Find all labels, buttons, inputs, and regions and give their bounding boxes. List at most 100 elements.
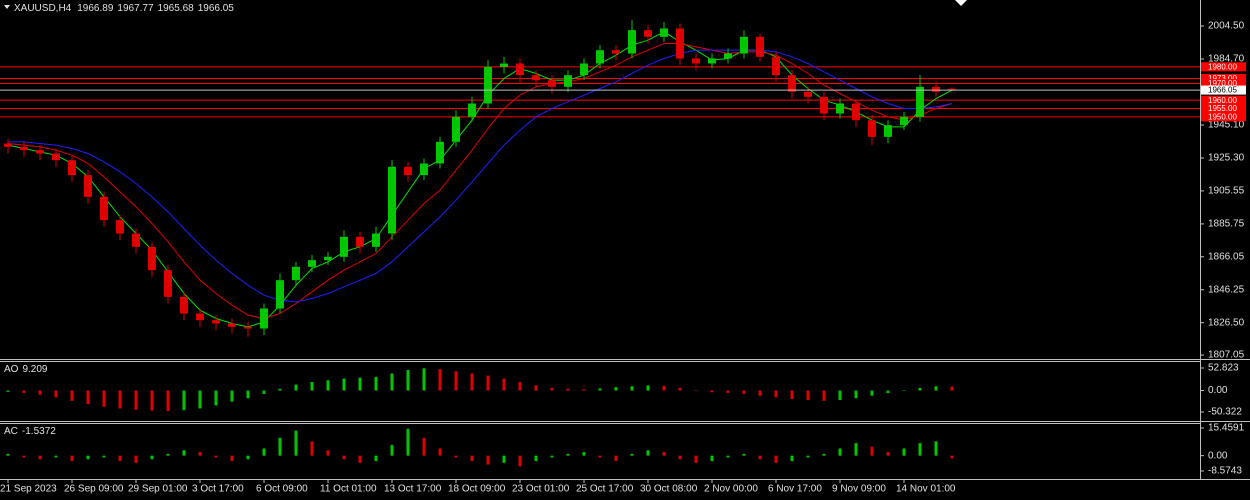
candle-body xyxy=(516,63,524,76)
y-tick-label: -50.322 xyxy=(1208,407,1242,418)
histogram-bar xyxy=(198,452,202,456)
level-label: 1950.00 xyxy=(1208,112,1237,121)
histogram-bar xyxy=(262,448,266,456)
candle-body xyxy=(340,236,348,257)
histogram-bar xyxy=(742,453,746,456)
candle-body xyxy=(196,313,204,321)
histogram-bar xyxy=(150,455,154,460)
histogram-bar xyxy=(70,390,74,401)
candle-body xyxy=(788,75,796,92)
histogram-bar xyxy=(854,443,858,456)
candle-body xyxy=(468,103,476,117)
y-tick-label: 1866.05 xyxy=(1208,251,1245,262)
y-tick-label: 0.00 xyxy=(1208,450,1228,461)
candle-body xyxy=(660,28,668,37)
histogram-bar xyxy=(646,385,650,391)
candle-body xyxy=(580,63,588,76)
histogram-bar xyxy=(630,386,634,391)
histogram-bar xyxy=(934,441,938,456)
histogram-bar xyxy=(438,448,442,456)
y-tick-label: 0.00 xyxy=(1208,385,1228,396)
histogram-bar xyxy=(534,385,538,391)
candle-body xyxy=(740,36,748,54)
histogram-bar xyxy=(870,446,874,456)
candle-body xyxy=(484,66,492,104)
candle-body xyxy=(532,75,540,81)
candle-body xyxy=(276,280,284,309)
symbol: XAUUSD,H4 xyxy=(14,3,72,14)
histogram-bar xyxy=(838,448,842,456)
candle-body xyxy=(132,233,140,247)
histogram-bar xyxy=(822,453,826,456)
histogram-bar xyxy=(774,390,778,398)
histogram-bar xyxy=(118,455,122,462)
histogram-bar xyxy=(246,390,250,399)
high: 1967.77 xyxy=(117,3,154,14)
x-tick-label: 9 Nov 09:00 xyxy=(832,484,886,495)
histogram-bar xyxy=(406,428,410,456)
candle-body xyxy=(932,86,940,92)
candle-body xyxy=(100,196,108,221)
level-label: 1960.00 xyxy=(1208,96,1237,105)
candle-body xyxy=(116,220,124,234)
histogram-bar xyxy=(422,368,426,391)
x-tick-label: 18 Oct 09:00 xyxy=(448,484,506,495)
y-tick-label: 1807.05 xyxy=(1208,350,1245,361)
histogram-bar xyxy=(486,375,490,391)
histogram-bar xyxy=(630,453,634,456)
histogram-bar xyxy=(758,455,762,460)
menu-arrow[interactable] xyxy=(4,5,10,9)
histogram-bar xyxy=(614,387,618,391)
candle-body xyxy=(52,153,60,161)
close: 1966.05 xyxy=(198,3,235,14)
histogram-bar xyxy=(86,390,90,405)
low: 1965.68 xyxy=(158,3,195,14)
histogram-bar xyxy=(342,455,346,460)
ac-header: AC -1.5372 xyxy=(4,426,56,437)
histogram-bar xyxy=(102,390,106,407)
candle-body xyxy=(804,91,812,97)
histogram-bar xyxy=(486,455,490,465)
histogram-bar xyxy=(758,390,762,396)
histogram-bar xyxy=(230,455,234,462)
histogram-bar xyxy=(390,373,394,391)
histogram-bar xyxy=(886,452,890,456)
level-label-box xyxy=(1201,95,1246,105)
histogram-bar xyxy=(262,390,266,394)
price-label-box xyxy=(1201,85,1246,95)
histogram-bar xyxy=(806,455,810,458)
chart-header: XAUUSD,H4 1966.89 1967.77 1965.68 1966.05 xyxy=(14,3,234,14)
candle-body xyxy=(164,270,172,297)
histogram-bar xyxy=(870,390,874,396)
y-tick-label: 1945.10 xyxy=(1208,120,1245,131)
candle-body xyxy=(356,236,364,247)
level-label-box xyxy=(1201,79,1246,88)
histogram-bar xyxy=(566,388,570,391)
x-tick-label: 30 Oct 08:00 xyxy=(640,484,698,495)
histogram-bar xyxy=(326,450,330,456)
histogram-bar xyxy=(710,455,714,462)
candle-body xyxy=(452,116,460,142)
candle-body xyxy=(420,163,428,176)
price-label: 1966.05 xyxy=(1208,86,1237,95)
candle-body xyxy=(628,30,636,54)
histogram-bar xyxy=(294,430,298,456)
candle-body xyxy=(820,96,828,114)
histogram-bar xyxy=(278,388,282,391)
x-tick-label: 6 Oct 09:00 xyxy=(256,484,308,495)
ao-title: AO xyxy=(4,364,19,375)
histogram-bar xyxy=(950,386,954,391)
level-label-box xyxy=(1201,62,1246,72)
histogram-bar xyxy=(806,390,810,400)
candle-body xyxy=(708,58,716,64)
histogram-bar xyxy=(390,444,394,456)
x-tick-label: 6 Nov 17:00 xyxy=(768,484,822,495)
candle-body xyxy=(852,103,860,121)
histogram-bar xyxy=(102,455,106,458)
candle-body xyxy=(772,56,780,76)
histogram-bar xyxy=(582,452,586,456)
histogram-bar xyxy=(598,455,602,458)
x-tick-label: 11 Oct 01:00 xyxy=(320,484,377,495)
